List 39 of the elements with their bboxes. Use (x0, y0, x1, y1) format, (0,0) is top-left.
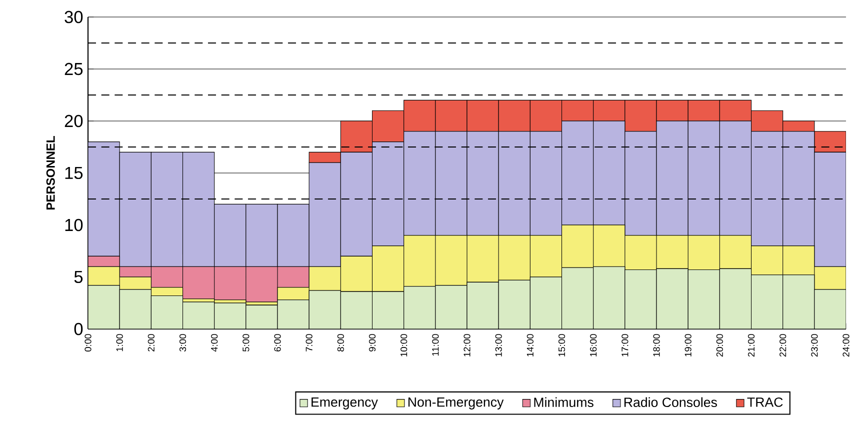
x-tick-label: 14:00 (526, 334, 534, 356)
y-tick-label: 30 (64, 10, 83, 24)
x-tick-label: 10:00 (400, 334, 408, 356)
x-tick-label: 1:00 (116, 334, 123, 352)
x-tick-label: 4:00 (211, 334, 218, 352)
x-tick-label: 9:00 (368, 334, 376, 352)
x-tick-label: 16:00 (590, 334, 597, 356)
x-tick-label: 17:00 (622, 334, 628, 356)
legend-label: Emergency (312, 398, 378, 410)
y-tick-label: 25 (64, 62, 83, 76)
x-tick-label: 0:00 (84, 334, 92, 352)
x-tick-label: 19:00 (684, 334, 692, 356)
x-tick-label: 8:00 (337, 334, 344, 352)
y-tick-label: 0 (74, 322, 83, 336)
y-tick-label: 5 (74, 270, 83, 284)
x-tick-label: 2:00 (148, 334, 154, 352)
x-tick-label: 23:00 (811, 334, 818, 357)
x-tick-label: 6:00 (274, 334, 281, 352)
legend-label: TRAC (747, 397, 783, 407)
x-tick-label: 15:00 (558, 334, 566, 356)
x-tick-label: 21:00 (748, 334, 755, 357)
bar (88, 256, 120, 267)
legend-label: Minimums (534, 397, 594, 408)
x-tick-label: 7:00 (306, 334, 312, 352)
y-tick-label: 15 (65, 166, 83, 180)
x-tick-label: 22:00 (780, 334, 786, 357)
x-tick-label: 3:00 (179, 334, 186, 352)
x-tick-label: 24:00 (842, 334, 850, 357)
legend-label: Radio Consoles (624, 397, 717, 408)
y-axis-title: PERSONNEL (46, 136, 55, 210)
x-tick-label: 5:00 (242, 334, 250, 352)
x-tick-label: 18:00 (653, 334, 660, 356)
legend-label: Non-Emergency (408, 398, 504, 410)
x-tick-label: 20:00 (716, 334, 723, 357)
y-tick-label: 20 (64, 114, 83, 128)
x-tick-label: 12:00 (464, 334, 470, 356)
y-tick-label: 10 (65, 218, 83, 232)
x-tick-label: 11:00 (432, 334, 439, 356)
x-tick-label: 13:00 (495, 334, 502, 356)
